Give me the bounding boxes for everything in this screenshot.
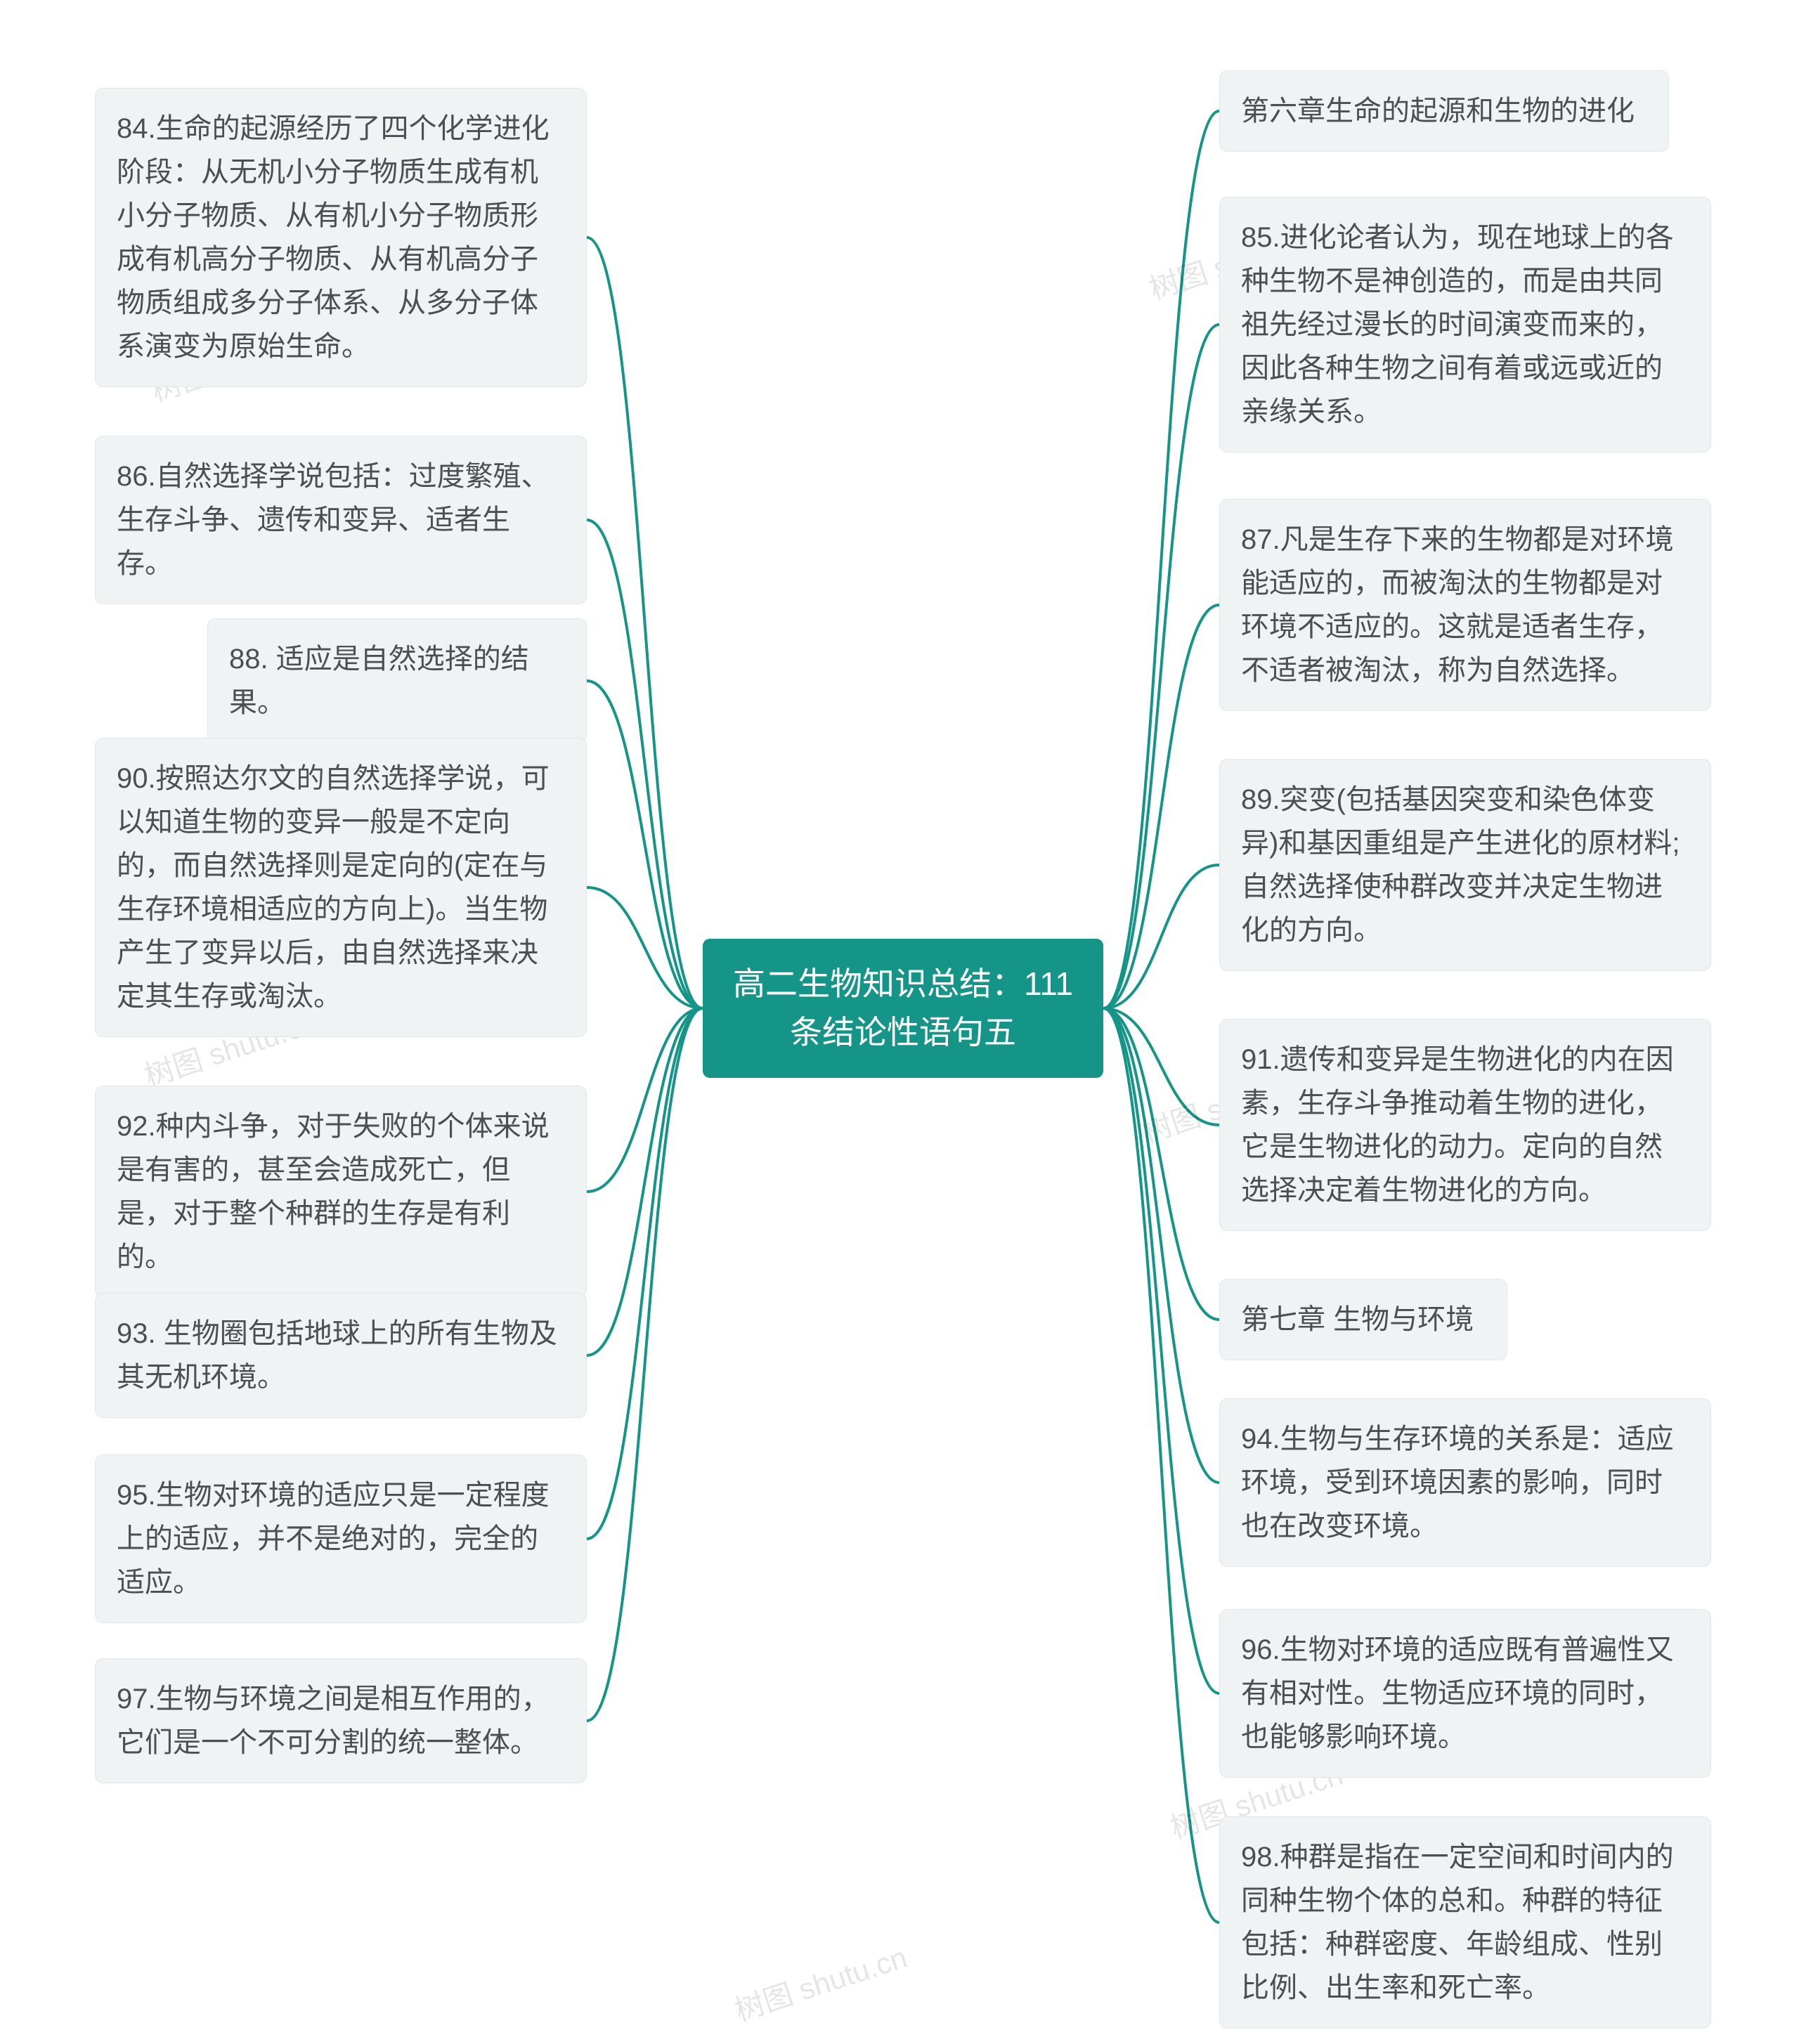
mindmap-leaf-text: 97.生物与环境之间是相互作用的，它们是一个不可分割的统一整体。 [117,1684,550,1758]
mindmap-leaf: 84.生命的起源经历了四个化学进化阶段：从无机小分子物质生成有机小分子物质、从有… [95,88,587,387]
mindmap-leaf-text: 89.突变(包括基因突变和染色体变异)和基因重组是产生进化的原材料;自然选择使种… [1241,784,1680,946]
mindmap-leaf-text: 96.生物对环境的适应既有普遍性又有相对性。生物适应环境的同时，也能够影响环境。 [1241,1634,1674,1752]
mindmap-leaf: 92.种内斗争，对于失败的个体来说是有害的，甚至会造成死亡，但是，对于整个种群的… [95,1086,587,1298]
mindmap-leaf: 86.自然选择学说包括：过度繁殖、生存斗争、遗传和变异、适者生存。 [95,436,587,604]
mindmap-leaf-text: 93. 生物圈包括地球上的所有生物及其无机环境。 [117,1318,557,1393]
mindmap-leaf-text: 91.遗传和变异是生物进化的内在因素，生存斗争推动着生物的进化，它是生物进化的动… [1241,1044,1674,1206]
mindmap-leaf-text: 90.按照达尔文的自然选择学说，可以知道生物的变异一般是不定向的，而自然选择则是… [117,763,550,1012]
mindmap-leaf-text: 84.生命的起源经历了四个化学进化阶段：从无机小分子物质生成有机小分子物质、从有… [117,113,550,362]
mindmap-leaf-text: 85.进化论者认为，现在地球上的各种生物不是神创造的，而是由共同祖先经过漫长的时… [1241,222,1674,427]
watermark: 树图 shutu.cn [729,1934,912,2030]
mindmap-leaf: 87.凡是生存下来的生物都是对环境能适应的，而被淘汰的生物都是对环境不适应的。这… [1219,499,1711,711]
mindmap-leaf-text: 92.种内斗争，对于失败的个体来说是有害的，甚至会造成死亡，但是，对于整个种群的… [117,1111,550,1272]
mindmap-leaf: 98.种群是指在一定空间和时间内的同种生物个体的总和。种群的特征包括：种群密度、… [1219,1816,1711,2029]
mindmap-leaf-text: 94.生物与生存环境的关系是：适应环境，受到环境因素的影响，同时也在改变环境。 [1241,1424,1674,1542]
mindmap-leaf: 90.按照达尔文的自然选择学说，可以知道生物的变异一般是不定向的，而自然选择则是… [95,738,587,1037]
mindmap-leaf: 89.突变(包括基因突变和染色体变异)和基因重组是产生进化的原材料;自然选择使种… [1219,759,1711,971]
mindmap-leaf: 94.生物与生存环境的关系是：适应环境，受到环境因素的影响，同时也在改变环境。 [1219,1398,1711,1567]
mindmap-leaf-text: 88. 适应是自然选择的结果。 [229,644,529,718]
center-node-text: 高二生物知识总结：111条结论性语句五 [733,965,1073,1050]
mindmap-leaf: 第六章生命的起源和生物的进化 [1219,70,1669,152]
mindmap-leaf-text: 98.种群是指在一定空间和时间内的同种生物个体的总和。种群的特征包括：种群密度、… [1241,1842,1674,2003]
mindmap-leaf-text: 87.凡是生存下来的生物都是对环境能适应的，而被淘汰的生物都是对环境不适应的。这… [1241,524,1674,686]
mindmap-leaf-text: 86.自然选择学说包括：过度繁殖、生存斗争、遗传和变异、适者生存。 [117,461,550,579]
mindmap-leaf: 96.生物对环境的适应既有普遍性又有相对性。生物适应环境的同时，也能够影响环境。 [1219,1609,1711,1778]
mindmap-leaf: 第七章 生物与环境 [1219,1279,1507,1360]
mindmap-leaf-text: 95.生物对环境的适应只是一定程度上的适应，并不是绝对的，完全的适应。 [117,1480,550,1598]
mindmap-leaf: 85.进化论者认为，现在地球上的各种生物不是神创造的，而是由共同祖先经过漫长的时… [1219,197,1711,453]
mindmap-leaf: 97.生物与环境之间是相互作用的，它们是一个不可分割的统一整体。 [95,1658,587,1783]
center-node: 高二生物知识总结：111条结论性语句五 [703,939,1103,1078]
mindmap-leaf-text: 第六章生命的起源和生物的进化 [1241,96,1635,126]
mindmap-leaf: 93. 生物圈包括地球上的所有生物及其无机环境。 [95,1293,587,1418]
mindmap-leaf: 91.遗传和变异是生物进化的内在因素，生存斗争推动着生物的进化，它是生物进化的动… [1219,1019,1711,1231]
mindmap-leaf-text: 第七章 生物与环境 [1241,1304,1474,1335]
mindmap-leaf: 95.生物对环境的适应只是一定程度上的适应，并不是绝对的，完全的适应。 [95,1454,587,1623]
mindmap-leaf: 88. 适应是自然选择的结果。 [207,618,587,743]
